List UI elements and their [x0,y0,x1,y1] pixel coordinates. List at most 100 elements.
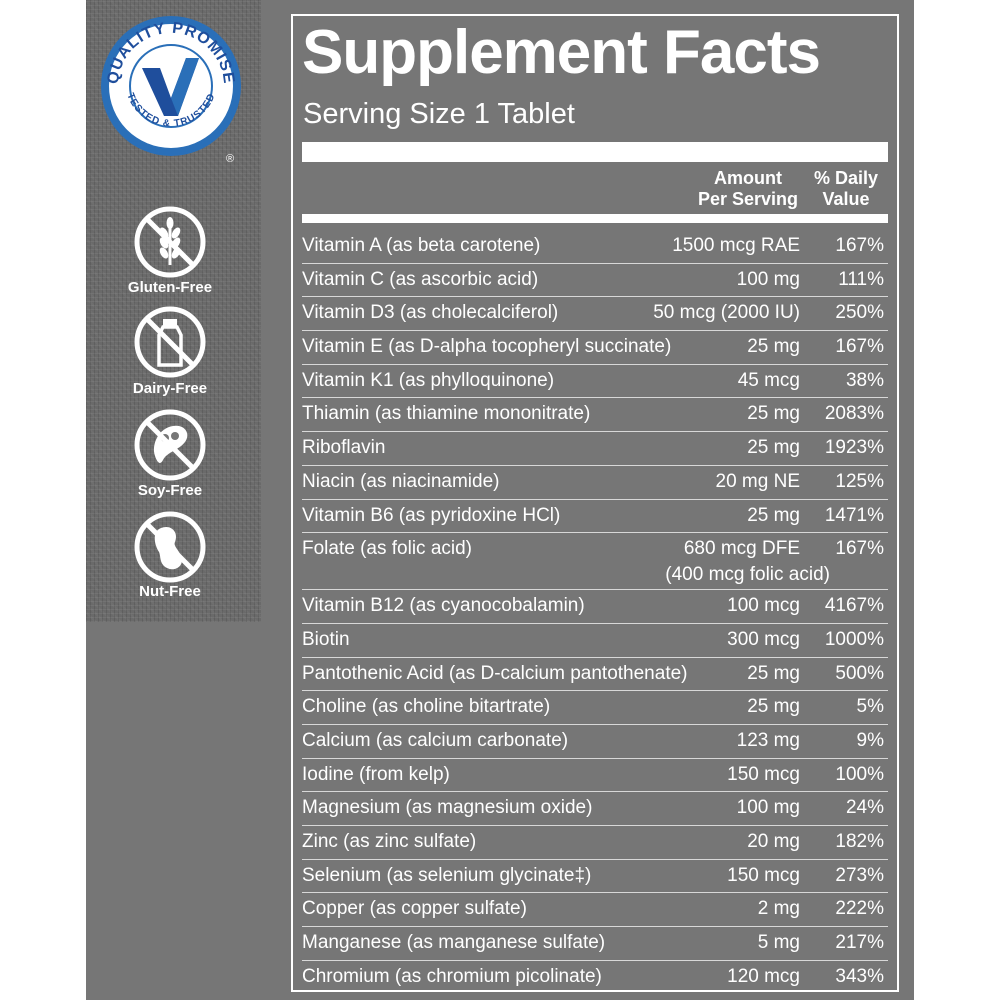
wheat-crossed-icon [134,206,206,278]
table-row: Vitamin A (as beta carotene) 1500 mcg RAE… [302,230,888,264]
nutrient-amount: 25 mg [747,403,800,425]
nutrient-amount: 25 mg [747,504,800,526]
table-row: Folate (as folic acid) 680 mcg DFE 167% (40… [302,533,888,591]
nutrient-name: Riboflavin [302,437,386,459]
nutrient-daily-value: 222% [835,898,884,920]
nutrient-name: Vitamin K1 (as phylloquinone) [302,369,555,391]
nutrient-name: Vitamin A (as beta carotene) [302,235,541,256]
nutrient-amount: 100 mcg [727,595,800,617]
table-row: Niacin (as niacinamide) 20 mg NE 125% [302,466,888,500]
table-row: Chromium (as chromium picolinate) 120 mcg… [302,961,888,994]
nutrient-table: Vitamin A (as beta carotene) 1500 mcg RAE… [302,230,888,993]
milk-bottle-crossed-icon [134,306,206,378]
nut-free-label: Nut-Free [139,583,201,600]
nutrient-amount: 680 mcg DFE [683,538,800,560]
nutrient-daily-value: 5% [856,696,884,718]
table-row: Vitamin B6 (as pyridoxine HCl) 25 mg 1471% [302,500,888,534]
peanut-crossed-icon [134,511,206,583]
table-row: Magnesium (as magnesium oxide) 100 mg 24% [302,792,888,826]
nutrient-daily-value: 182% [835,831,884,852]
nutrient-name: Calcium (as calcium carbonate) [302,729,569,751]
dairy-free-label: Dairy-Free [132,380,208,397]
nutrient-name: Thiamin (as thiamine mononitrate) [302,403,591,425]
nutrient-daily-value: 250% [835,302,884,324]
nutrient-name: Choline (as choline bitartrate) [302,696,551,718]
table-row: Copper (as copper sulfate) 2 mg 222% [302,893,888,928]
nutrient-daily-value: 1000% [824,628,884,650]
nutrient-daily-value: 38% [845,369,884,391]
table-row: Vitamin D3 (as cholecalciferol) 50 mcg (2… [302,297,888,332]
nutrient-daily-value: 4167% [824,595,884,617]
nutrient-name: Pantothenic Acid (as D-calcium pantothen… [302,662,688,684]
divider-thick [302,142,888,162]
table-row: Thiamin (as thiamine mononitrate) 25 mg 20… [302,398,888,433]
nutrient-amount: 20 mg NE [715,470,800,492]
nutrient-amount: 25 mg [747,662,800,684]
nutrient-daily-value: 167% [835,538,884,560]
nutrient-daily-value: 2083% [824,403,884,425]
nutrient-daily-value: 273% [835,864,884,886]
nutrient-daily-value: 125% [835,470,884,492]
nutrient-name: Vitamin B6 (as pyridoxine HCl) [302,504,561,526]
nutrient-daily-value: 167% [835,336,884,358]
gluten-free-label: Gluten-Free [127,279,213,296]
nutrient-name: Niacin (as niacinamide) [302,470,500,492]
quality-promise-seal-icon: QUALITY PROMISE TESTED & TRUSTED ® [101,16,241,165]
nutrient-amount: 20 mg [747,831,800,852]
nutrient-daily-value: 100% [835,763,884,785]
nutrient-daily-value: 1923% [824,437,884,459]
table-row: Zinc (as zinc sulfate) 20 mg 182% [302,826,888,860]
nutrient-name: Iodine (from kelp) [302,763,450,785]
nutrient-name: Zinc (as zinc sulfate) [302,831,477,852]
nutrient-amount: 25 mg [747,437,800,459]
nutrient-amount: 50 mcg (2000 IU) [653,302,800,324]
nutrient-name: Chromium (as chromium picolinate) [302,965,602,987]
header-dv-line2: Value [822,189,870,209]
nutrient-name: Copper (as copper sulfate) [302,898,527,920]
nutrient-daily-value: 343% [835,965,884,987]
soy-free-label: Soy-Free [137,482,203,499]
header-amount-line2: Per Serving [697,189,799,209]
nutrient-amount: 100 mg [736,797,800,819]
nutrient-name: Vitamin B12 (as cyanocobalamin) [302,595,585,617]
nutrient-name: Manganese (as manganese sulfate) [302,932,606,954]
supplement-facts-panel [291,14,899,992]
header-dv-line1: % Daily [813,168,879,188]
table-row: Manganese (as manganese sulfate) 5 mg 217% [302,927,888,961]
nutrient-amount: 25 mg [747,696,800,718]
nutrient-amount: 100 mg [736,268,800,290]
table-row: Biotin 300 mcg 1000% [302,624,888,658]
table-row: Vitamin C (as ascorbic acid) 100 mg 111% [302,264,888,298]
page-title: Supplement Facts [302,18,821,87]
table-row: Vitamin B12 (as cyanocobalamin) 100 mcg 41… [302,590,888,624]
nutrient-daily-value: 9% [856,729,884,751]
divider-medium [302,214,888,223]
header-amount-line1: Amount [714,168,782,188]
nutrient-daily-value: 500% [835,662,884,684]
nutrient-amount: 5 mg [757,932,800,954]
nutrient-name: Biotin [302,628,350,650]
nutrient-amount: 45 mcg [737,369,800,391]
header-daily-value: % Daily Value [804,168,888,210]
nutrient-daily-value: 1471% [824,504,884,526]
nutrient-name: Folate (as folic acid) [302,538,473,560]
nutrient-name: Selenium (as selenium glycinate‡) [302,864,592,886]
table-row: Selenium (as selenium glycinate‡) 150 mcg… [302,860,888,894]
nutrient-daily-value: 111% [838,268,884,290]
nutrient-amount: 150 mcg [727,864,800,886]
table-row: Iodine (from kelp) 150 mcg 100% [302,759,888,793]
nutrient-name: Vitamin D3 (as cholecalciferol) [302,302,559,324]
nutrient-amount: 1500 mcg RAE [672,235,800,256]
nutrient-amount: 2 mg [757,898,800,920]
nutrient-daily-value: 217% [835,932,884,954]
nutrient-daily-value: 24% [845,797,884,819]
seal-registered-mark: ® [226,153,234,165]
table-row: Calcium (as calcium carbonate) 123 mg 9% [302,725,888,759]
serving-size: Serving Size 1 Tablet [303,98,575,130]
nutrient-amount: 25 mg [747,336,800,358]
table-row: Pantothenic Acid (as D-calcium pantothen… [302,658,888,692]
nutrient-name: Vitamin E (as D-alpha tocopheryl succina… [302,336,672,358]
table-row: Vitamin E (as D-alpha tocopheryl succina… [302,331,888,365]
nutrient-daily-value: 167% [835,235,884,256]
nutrient-amount-note: (400 mcg folic acid) [665,564,830,586]
